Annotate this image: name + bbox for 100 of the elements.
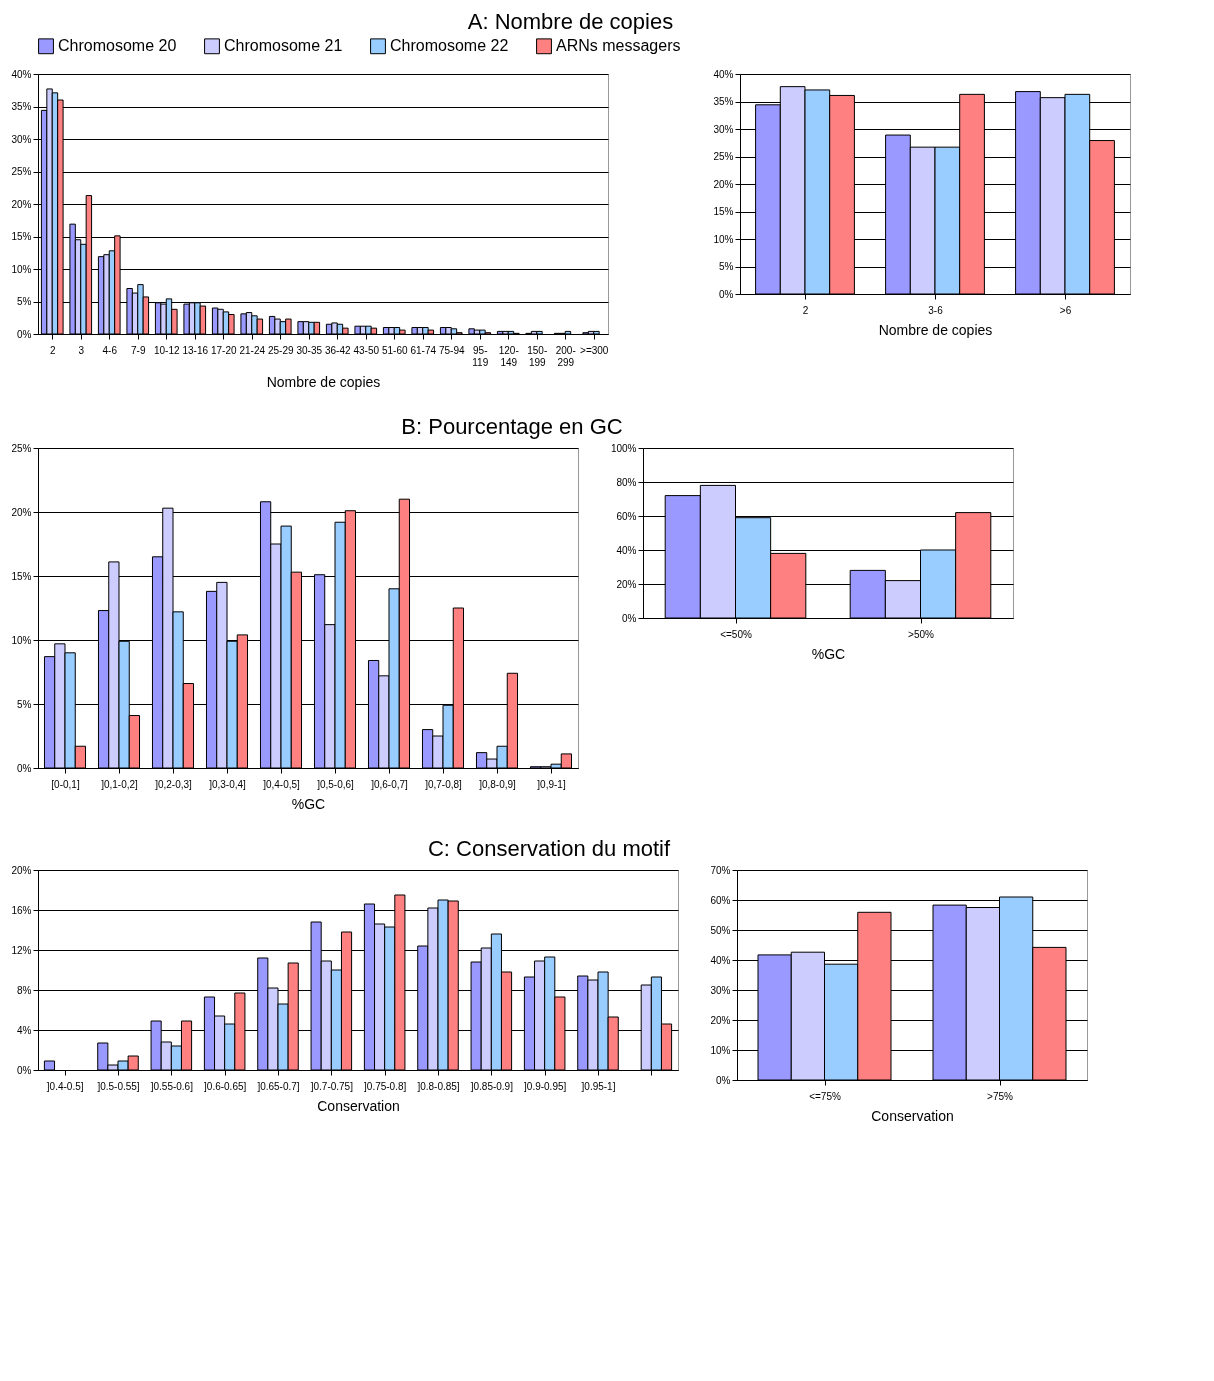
x-axis-title: Nombre de copies [878,321,993,338]
y-tick-label: 25% [11,442,32,454]
x-tick-label: 3 [78,344,85,356]
y-tick-label: 4% [17,1024,32,1036]
y-tick-label: 35% [11,101,32,112]
y-tick-label: 25% [11,166,32,177]
y-tick-label: 60% [710,894,731,906]
x-tick-label: >75% [987,1090,1014,1102]
y-tick-label: 20% [710,1014,731,1026]
y-tick-label: 15% [11,570,32,582]
x-tick-label: >=300 [580,344,609,356]
y-tick-label: 10% [11,634,32,646]
x-tick-label: 43-50 [353,344,380,356]
y-tick-label: 35% [713,96,734,107]
y-tick-label: 5% [17,698,32,710]
y-tick-label: 50% [710,924,731,936]
y-tick-label: 20% [616,578,637,590]
x-tick-label: ]0,9-1] [537,778,566,790]
y-tick-label: 0% [716,1074,731,1086]
x-tick-label: 7-9 [131,344,146,356]
x-tick-label: [0-0,1] [51,778,80,790]
y-tick-label: 0% [17,762,32,774]
x-tick-label: 200-299 [555,344,576,368]
y-tick-label: 0% [719,288,734,300]
y-tick-label: 10% [11,263,32,275]
x-tick-label: ]0.6-0.65] [204,1080,247,1092]
x-tick-label: 2 [49,344,56,356]
y-tick-label: 20% [11,864,32,876]
legend-label: Chromosome 20 [58,37,177,55]
x-tick-label: 75-94 [438,344,465,356]
y-tick-label: 12% [11,944,32,956]
y-tick-label: 10% [713,233,734,245]
x-tick-label: 120-149 [498,344,519,368]
legend-label: Chromosome 21 [224,37,343,55]
x-tick-label: 10-12 [153,344,180,356]
x-tick-label: ]0,8-0,9] [479,778,517,790]
chart-title: C: Conservation du motif [427,835,671,861]
x-axis-title: Nombre de copies [266,373,381,390]
x-tick-label: ]0,2-0,3] [155,778,193,790]
x-tick-label: ]0,3-0,4] [209,778,247,790]
y-tick-label: 8% [17,984,32,996]
y-tick-label: 0% [17,1064,32,1076]
x-tick-label: ]0,6-0,7] [371,778,409,790]
x-axis-title: %GC [291,795,326,812]
x-tick-label: ]0.85-0.9] [470,1080,514,1092]
y-tick-label: 30% [11,133,32,145]
x-tick-label: ]0.55-0.6] [150,1080,194,1092]
y-tick-label: 20% [11,506,32,518]
x-tick-label: 30-35 [296,344,323,356]
x-tick-label: ]0.9-0.95] [524,1080,567,1092]
x-tick-label: ]0,5-0,6] [317,778,355,790]
x-tick-label: 25-29 [267,344,294,356]
y-tick-label: 80% [616,476,637,488]
x-tick-label: <=75% [809,1090,841,1102]
x-tick-label: ]0,1-0,2] [101,778,139,790]
x-axis-title: %GC [811,645,846,662]
x-tick-label: 2 [802,304,809,316]
x-tick-label: 21-24 [239,344,266,356]
y-tick-label: 60% [616,510,637,522]
y-tick-label: 30% [710,984,731,996]
x-tick-label: 150-199 [527,344,548,368]
x-tick-label: ]0.65-0.7] [257,1080,300,1092]
y-tick-label: 20% [11,198,32,210]
x-tick-label: 36-42 [324,344,351,356]
x-tick-label: ]0,7-0,8] [425,778,463,790]
y-tick-label: 20% [713,178,734,190]
y-tick-label: 25% [713,151,734,162]
x-tick-label: ]0.75-0.8] [364,1080,407,1092]
x-tick-label: 61-74 [410,344,437,356]
x-tick-label: ]0.95-1] [581,1080,616,1092]
x-tick-label: ]0.5-0.55] [97,1080,140,1092]
x-tick-label: >6 [1059,304,1072,316]
legend-label: Chromosome 22 [390,37,509,55]
legend-label: ARNs messagers [556,37,681,55]
x-tick-label: ]0,4-0,5] [263,778,301,790]
y-tick-label: 40% [710,954,731,966]
x-tick-label: 3-6 [928,304,944,316]
y-tick-label: 16% [11,904,32,916]
y-tick-label: 70% [710,864,731,876]
y-tick-label: 0% [622,612,637,624]
x-tick-label: ]0.7-0.75] [310,1080,354,1092]
y-tick-label: 15% [713,206,734,217]
y-tick-label: 5% [719,261,734,272]
x-tick-label: >50% [908,628,935,640]
chart-title: B: Pourcentage en GC [401,413,623,439]
y-tick-label: 100% [610,442,637,454]
y-tick-label: 40% [713,68,734,80]
x-tick-label: 51-60 [381,344,408,356]
x-tick-label: 17-20 [210,344,237,356]
x-tick-label: 13-16 [182,344,209,356]
x-axis-title: Conservation [871,1107,954,1124]
x-tick-label: 4-6 [102,344,118,356]
x-tick-label: ]0.4-0.5] [46,1080,84,1092]
y-tick-label: 15% [11,231,32,242]
y-tick-label: 30% [713,123,734,135]
y-tick-label: 40% [11,68,32,80]
y-tick-label: 10% [710,1044,731,1056]
x-axis-title: Conservation [317,1097,400,1114]
x-tick-label: <=50% [720,628,752,640]
x-tick-label: 95-119 [472,344,489,368]
